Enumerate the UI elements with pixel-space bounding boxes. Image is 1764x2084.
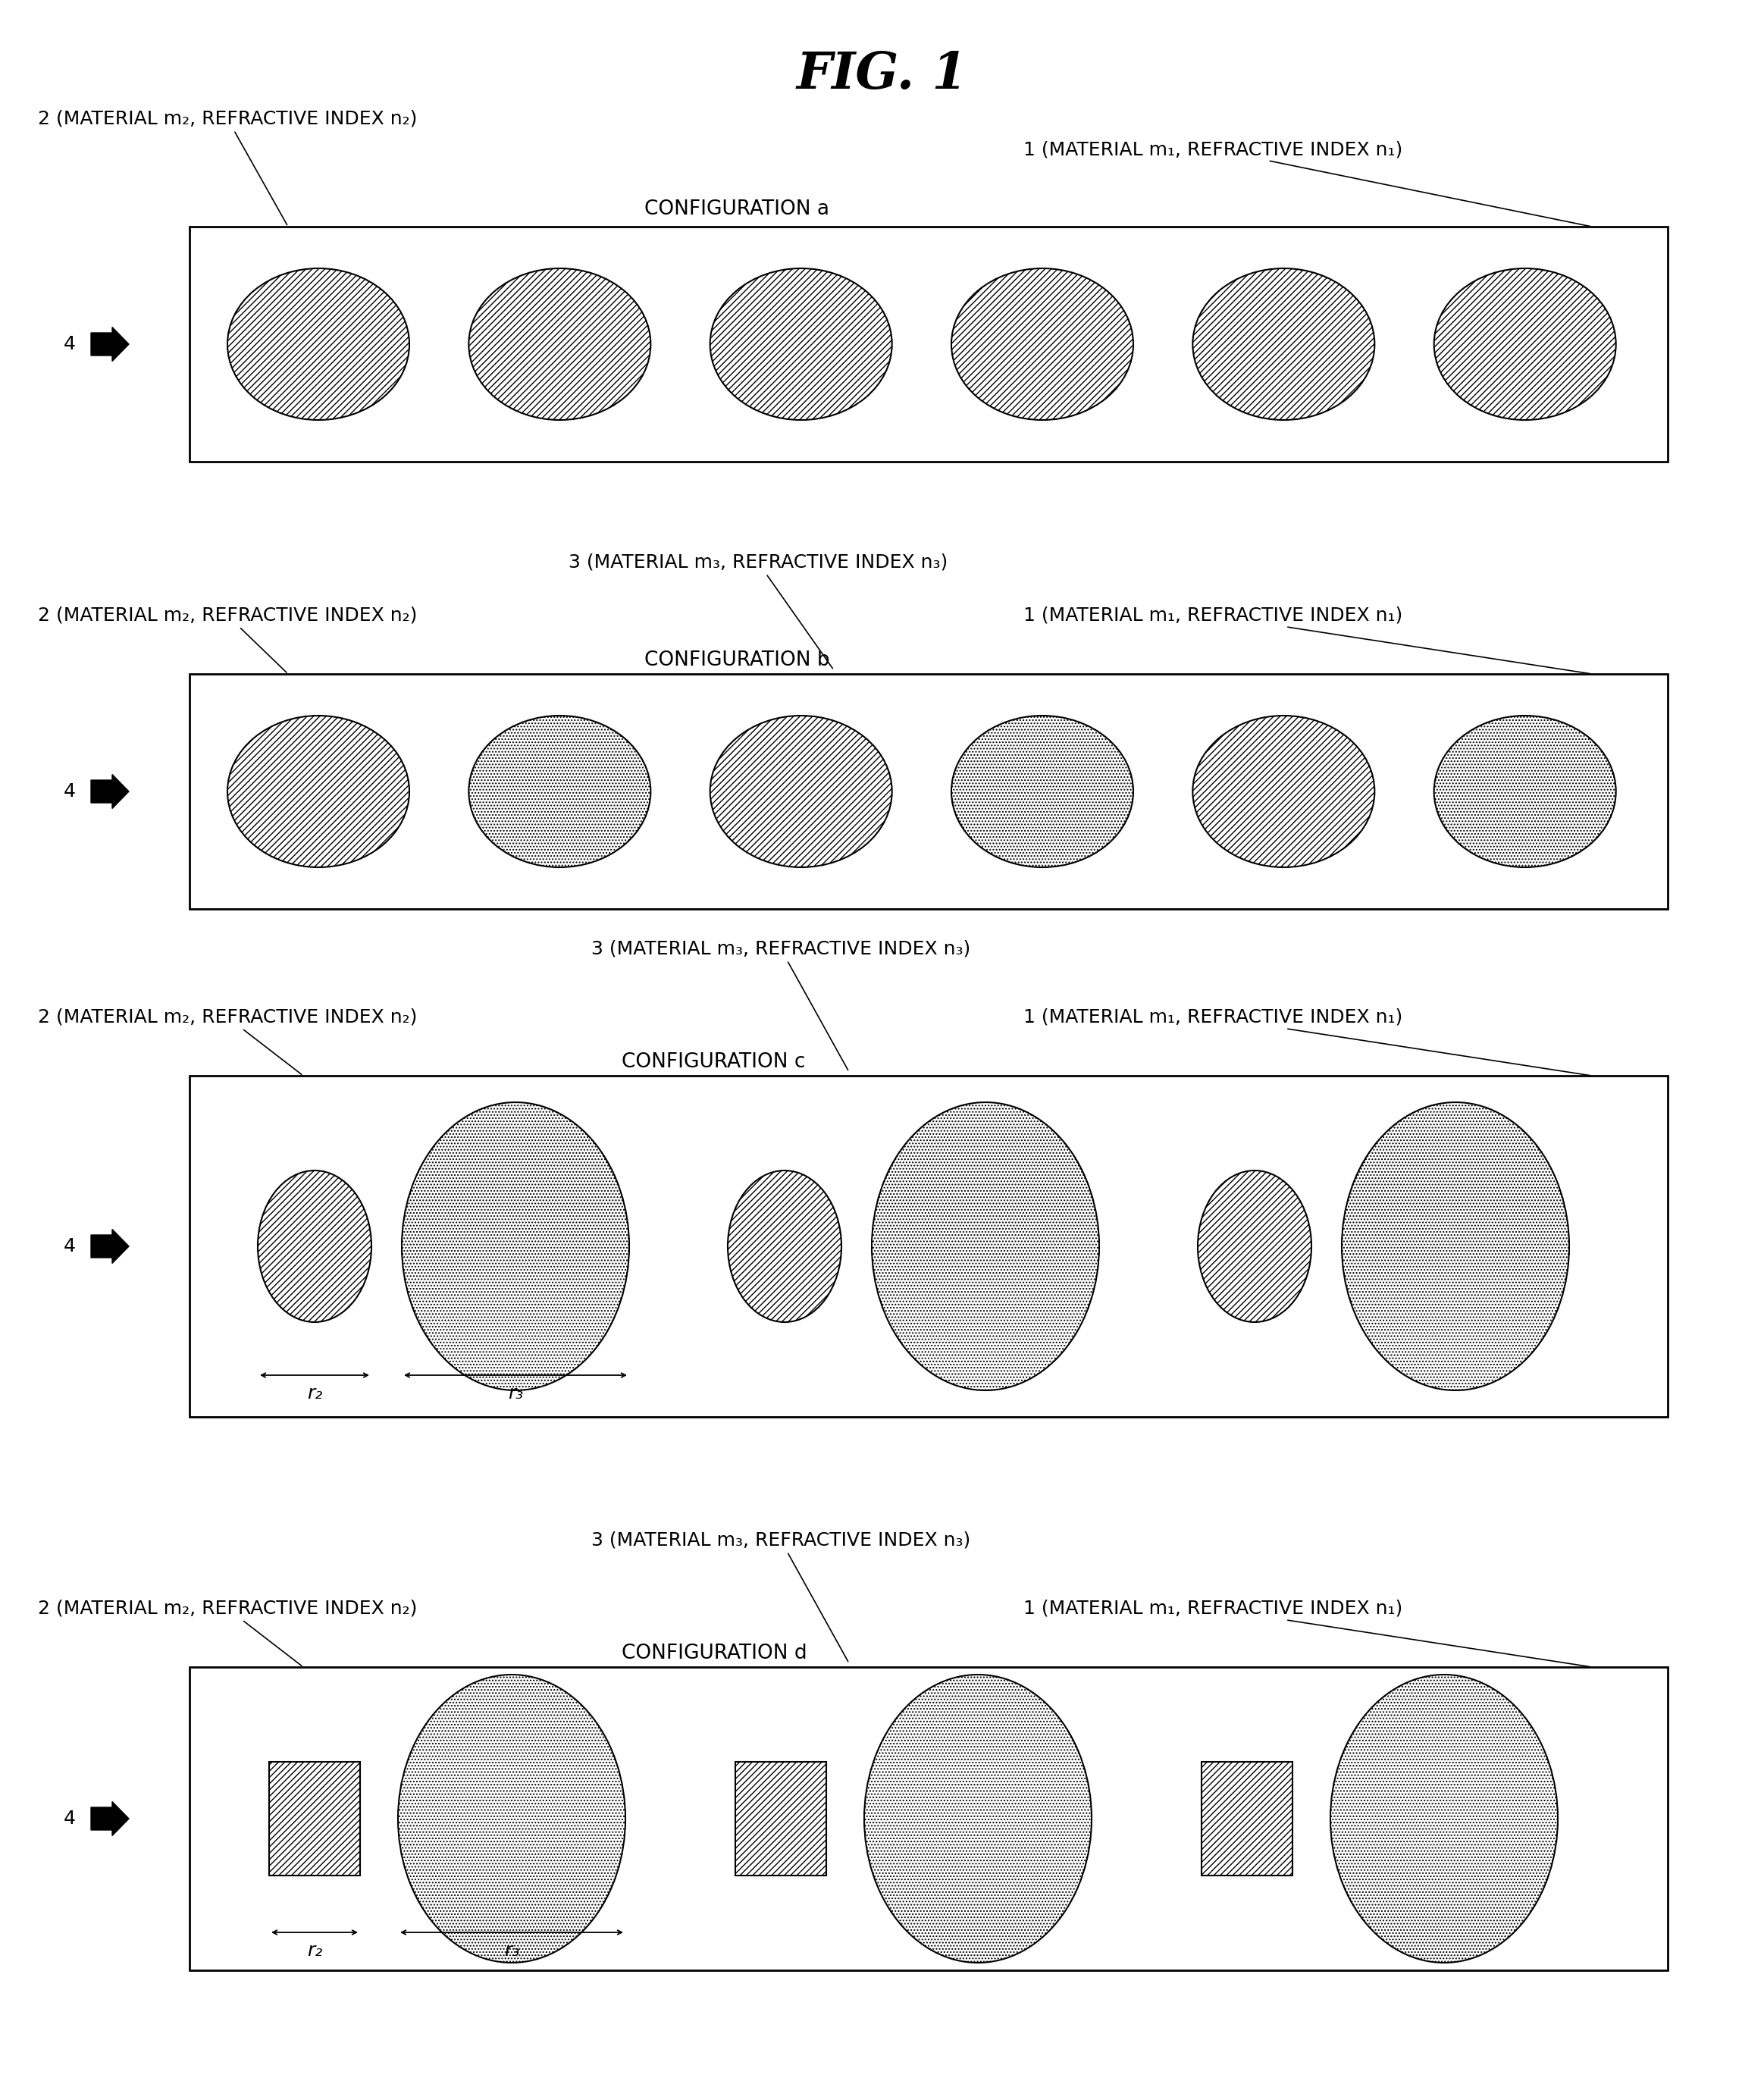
Text: 3 (MATERIAL m₃, REFRACTIVE INDEX n₃): 3 (MATERIAL m₃, REFRACTIVE INDEX n₃) — [568, 554, 947, 669]
Ellipse shape — [1192, 715, 1374, 867]
Text: 1 (MATERIAL m₁, REFRACTIVE INDEX n₁): 1 (MATERIAL m₁, REFRACTIVE INDEX n₁) — [1023, 1601, 1589, 1667]
FancyArrow shape — [92, 327, 129, 361]
Text: 4: 4 — [64, 336, 76, 354]
Text: CONFIGURATION d: CONFIGURATION d — [621, 1644, 808, 1663]
Text: r₂: r₂ — [307, 1942, 323, 1959]
Ellipse shape — [1330, 1676, 1558, 1963]
Ellipse shape — [258, 1171, 372, 1321]
Text: 2 (MATERIAL m₂, REFRACTIVE INDEX n₂): 2 (MATERIAL m₂, REFRACTIVE INDEX n₂) — [37, 110, 418, 225]
Ellipse shape — [228, 269, 409, 421]
Text: 2 (MATERIAL m₂, REFRACTIVE INDEX n₂): 2 (MATERIAL m₂, REFRACTIVE INDEX n₂) — [37, 1601, 418, 1665]
Bar — [1201, 1761, 1293, 1876]
Text: 4: 4 — [64, 1238, 76, 1255]
FancyArrow shape — [92, 1801, 129, 1836]
Text: FIG. 1: FIG. 1 — [796, 50, 968, 100]
Ellipse shape — [864, 1676, 1092, 1963]
Bar — [189, 1075, 1667, 1417]
Ellipse shape — [951, 715, 1132, 867]
Ellipse shape — [951, 269, 1132, 421]
Text: CONFIGURATION b: CONFIGURATION b — [644, 650, 829, 671]
Ellipse shape — [711, 269, 893, 421]
Ellipse shape — [469, 269, 651, 421]
Bar — [189, 227, 1667, 463]
Text: r₂: r₂ — [307, 1384, 323, 1403]
Ellipse shape — [1434, 715, 1616, 867]
Ellipse shape — [1342, 1102, 1570, 1390]
Ellipse shape — [1434, 269, 1616, 421]
Ellipse shape — [399, 1676, 626, 1963]
Ellipse shape — [402, 1102, 630, 1390]
Bar — [736, 1761, 826, 1876]
Text: 2 (MATERIAL m₂, REFRACTIVE INDEX n₂): 2 (MATERIAL m₂, REFRACTIVE INDEX n₂) — [37, 1009, 418, 1075]
Text: 1 (MATERIAL m₁, REFRACTIVE INDEX n₁): 1 (MATERIAL m₁, REFRACTIVE INDEX n₁) — [1023, 1009, 1589, 1075]
Text: r₃: r₃ — [508, 1384, 524, 1403]
Ellipse shape — [711, 715, 893, 867]
Ellipse shape — [1198, 1171, 1311, 1321]
Ellipse shape — [469, 715, 651, 867]
FancyArrow shape — [92, 775, 129, 809]
Text: CONFIGURATION c: CONFIGURATION c — [621, 1052, 806, 1071]
Ellipse shape — [228, 715, 409, 867]
Text: 2 (MATERIAL m₂, REFRACTIVE INDEX n₂): 2 (MATERIAL m₂, REFRACTIVE INDEX n₂) — [37, 606, 418, 673]
Ellipse shape — [1192, 269, 1374, 421]
Text: 4: 4 — [64, 1809, 76, 1828]
Ellipse shape — [729, 1171, 841, 1321]
Text: 4: 4 — [64, 782, 76, 800]
FancyArrow shape — [92, 1230, 129, 1263]
Bar — [189, 1667, 1667, 1969]
Text: 3 (MATERIAL m₃, REFRACTIVE INDEX n₃): 3 (MATERIAL m₃, REFRACTIVE INDEX n₃) — [591, 1532, 970, 1661]
Bar — [189, 673, 1667, 909]
Text: CONFIGURATION a: CONFIGURATION a — [644, 200, 829, 219]
Text: r₃: r₃ — [505, 1942, 519, 1959]
Ellipse shape — [871, 1102, 1099, 1390]
Text: 3 (MATERIAL m₃, REFRACTIVE INDEX n₃): 3 (MATERIAL m₃, REFRACTIVE INDEX n₃) — [591, 940, 970, 1069]
Text: 1 (MATERIAL m₁, REFRACTIVE INDEX n₁): 1 (MATERIAL m₁, REFRACTIVE INDEX n₁) — [1023, 606, 1589, 673]
Bar — [270, 1761, 360, 1876]
Text: 1 (MATERIAL m₁, REFRACTIVE INDEX n₁): 1 (MATERIAL m₁, REFRACTIVE INDEX n₁) — [1023, 140, 1589, 227]
